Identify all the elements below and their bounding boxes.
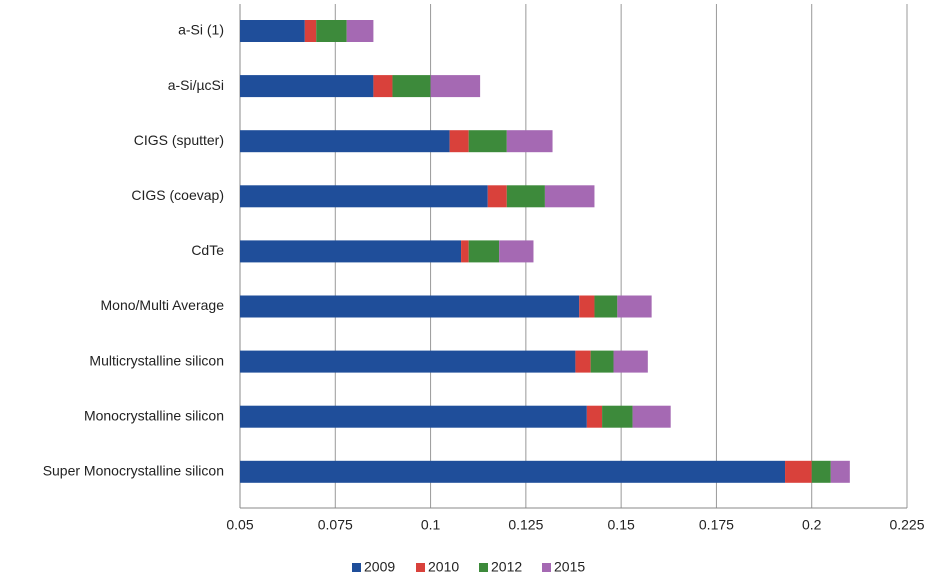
x-tick-label: 0.1 — [421, 517, 441, 533]
bar-segment — [632, 405, 671, 428]
x-tick-label: 0.175 — [699, 517, 734, 533]
bar-segment — [602, 405, 633, 428]
bar-segment — [240, 460, 786, 483]
bar-segment — [373, 75, 393, 98]
x-tick-label: 0.125 — [508, 517, 543, 533]
y-tick-label: Multicrystalline silicon — [89, 352, 224, 368]
bar-segment — [449, 130, 469, 153]
bar-segment — [499, 240, 534, 263]
bar-segment — [506, 185, 545, 208]
bar-segment — [579, 295, 595, 318]
y-tick-label: CIGS (sputter) — [134, 132, 224, 148]
bar-segment — [785, 460, 812, 483]
bar-segment — [487, 185, 507, 208]
legend-swatch — [479, 563, 488, 572]
legend-label: 2012 — [491, 559, 522, 575]
legend-swatch — [542, 563, 551, 572]
bar-segment — [304, 20, 317, 42]
y-tick-label: Monocrystalline silicon — [84, 407, 224, 423]
bar-segment — [590, 350, 614, 373]
bar-segment — [468, 240, 500, 263]
x-tick-label: 0.05 — [226, 517, 253, 533]
x-tick-label: 0.075 — [318, 517, 353, 533]
bar-segment — [811, 460, 831, 483]
bar-segment — [240, 295, 580, 318]
bar-segment — [461, 240, 469, 263]
x-tick-label: 0.2 — [802, 517, 822, 533]
y-tick-label: Super Monocrystalline silicon — [43, 463, 224, 479]
legend-label: 2015 — [554, 559, 585, 575]
bar-segment — [240, 405, 587, 428]
bar-segment — [468, 130, 507, 153]
legend-swatch — [352, 563, 361, 572]
bar-segment — [575, 350, 591, 373]
bar-segment — [240, 75, 374, 98]
y-tick-label: a-Si/µcSi — [168, 77, 224, 93]
bar-segment — [586, 405, 603, 428]
bar-segment — [613, 350, 648, 373]
bar-segment — [240, 185, 488, 208]
bar-segment — [316, 20, 347, 42]
y-tick-label: CdTe — [191, 242, 224, 258]
y-tick-label: a-Si (1) — [178, 22, 224, 38]
bar-segment — [506, 130, 553, 153]
legend-label: 2010 — [428, 559, 459, 575]
x-tick-label: 0.15 — [608, 517, 635, 533]
bar-segment — [240, 240, 462, 263]
legend-label: 2009 — [364, 559, 395, 575]
bar-segment — [430, 75, 481, 98]
bar-segment — [346, 20, 374, 42]
bar-segment — [392, 75, 431, 98]
bar-segment — [240, 130, 450, 153]
bar-segment — [240, 20, 305, 42]
legend-swatch — [416, 563, 425, 572]
bar-segment — [617, 295, 652, 318]
x-tick-label: 0.225 — [889, 517, 924, 533]
bar-segment — [594, 295, 618, 318]
bar-segment — [830, 460, 850, 483]
bar-segment — [240, 350, 576, 373]
bar-segment — [544, 185, 595, 208]
y-tick-label: Mono/Multi Average — [101, 297, 225, 313]
y-tick-label: CIGS (coevap) — [131, 187, 224, 203]
